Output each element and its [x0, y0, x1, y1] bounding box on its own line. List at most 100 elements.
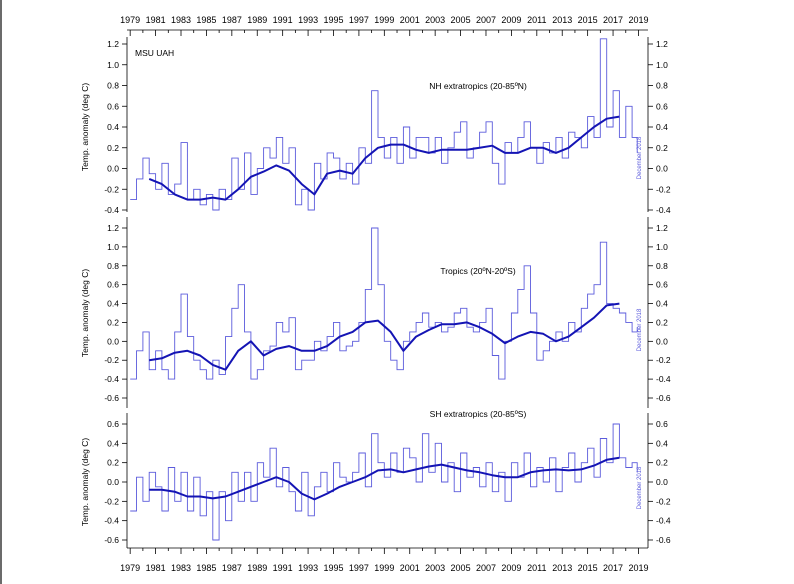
series-monthly-line [130, 227, 638, 380]
y-tick-label-right: 0.6 [656, 419, 668, 429]
x-tick-label-top: 1983 [171, 15, 191, 25]
y-tick-label-left: -0.4 [104, 374, 119, 384]
y-tick-label-left: 0.0 [107, 477, 119, 487]
y-tick-label-right: -0.4 [656, 374, 671, 384]
y-tick-label-right: 0.2 [656, 143, 668, 153]
y-tick-label-right: 1.2 [656, 223, 668, 233]
x-tick-label-bottom: 1989 [247, 563, 267, 573]
y-tick-label-right: 0.6 [656, 280, 668, 290]
y-tick-label-left: 1.2 [107, 39, 119, 49]
y-tick-label-right: 1.2 [656, 39, 668, 49]
x-tick-label-top: 1993 [298, 15, 318, 25]
y-tick-label-right: 0.6 [656, 101, 668, 111]
chart-panel-2: -0.6 -0.6 -0.4 -0.4 -0.2 -0.2 0.0 0.0 0.2 0.2 0.4 0… [80, 217, 671, 408]
x-tick-label-bottom: 1997 [349, 563, 369, 573]
y-tick-label-right: 1.0 [656, 242, 668, 252]
y-tick-label-right: -0.2 [656, 496, 671, 506]
x-tick-label-bottom: 1985 [196, 563, 216, 573]
x-tick-label-top: 1991 [273, 15, 293, 25]
x-tick-label-top: 2001 [400, 15, 420, 25]
y-axis-label: Temp. anomaly (deg C) [80, 438, 90, 527]
x-tick-label-bottom: 1995 [323, 563, 343, 573]
y-tick-label-right: 0.0 [656, 336, 668, 346]
y-tick-label-left: 0.6 [107, 280, 119, 290]
y-tick-label-right: 0.2 [656, 317, 668, 327]
x-tick-label-bottom: 2019 [628, 563, 648, 573]
y-axis-label: Temp. anomaly (deg C) [80, 83, 90, 172]
y-tick-label-left: 0.0 [107, 336, 119, 346]
series-monthly-line [130, 423, 638, 541]
x-tick-label-top: 2009 [501, 15, 521, 25]
x-tick-label-bottom: 2007 [476, 563, 496, 573]
y-tick-label-right: 0.4 [656, 438, 668, 448]
x-tick-label-top: 1989 [247, 15, 267, 25]
y-axis-label: Temp. anomaly (deg C) [80, 269, 90, 358]
y-tick-label-right: -0.4 [656, 516, 671, 526]
series-smoothed-line [149, 302, 620, 371]
y-tick-label-right: 0.8 [656, 261, 668, 271]
x-tick-label-top: 1985 [196, 15, 216, 25]
x-tick-label-bottom: 1999 [374, 563, 394, 573]
x-tick-label-bottom: 2003 [425, 563, 445, 573]
x-tick-label-top: 1979 [120, 15, 140, 25]
x-tick-label-bottom: 1983 [171, 563, 191, 573]
y-tick-label-left: 1.0 [107, 242, 119, 252]
date-stamp: December 2018 [637, 466, 643, 509]
x-tick-label-top: 2017 [603, 15, 623, 25]
panel-title: NH extratropics (20-85ºN) [429, 81, 527, 91]
date-stamp: December 2018 [637, 308, 643, 351]
y-tick-label-right: -0.2 [656, 355, 671, 365]
y-tick-label-left: 0.8 [107, 261, 119, 271]
y-tick-label-left: -0.6 [104, 535, 119, 545]
source-label: MSU UAH [135, 48, 174, 58]
y-tick-label-left: 1.0 [107, 60, 119, 70]
x-tick-label-top: 1995 [323, 15, 343, 25]
x-tick-label-bottom: 2001 [400, 563, 420, 573]
y-tick-label-right: -0.6 [656, 535, 671, 545]
panel-title: SH extratropics (20-85ºS) [430, 409, 527, 419]
y-tick-label-left: 0.2 [107, 458, 119, 468]
window-left-border [0, 0, 2, 584]
date-stamp: December 2018 [637, 136, 643, 179]
x-tick-label-top: 2005 [451, 15, 471, 25]
x-tick-label-bottom: 2005 [451, 563, 471, 573]
y-tick-label-left: 0.8 [107, 81, 119, 91]
y-tick-label-left: -0.4 [104, 516, 119, 526]
y-tick-label-left: -0.4 [104, 205, 119, 215]
chart-panel-3: -0.6 -0.6 -0.4 -0.4 -0.2 -0.2 0.0 0.0 0.2 0.2 0.4 0… [80, 409, 671, 548]
x-tick-label-bottom: 1987 [222, 563, 242, 573]
y-tick-label-left: -0.2 [104, 496, 119, 506]
series-smoothed-line [148, 115, 620, 201]
x-tick-label-top: 1999 [374, 15, 394, 25]
y-tick-label-left: 0.4 [107, 438, 119, 448]
y-tick-label-left: 0.6 [107, 101, 119, 111]
y-tick-label-left: 0.0 [107, 164, 119, 174]
x-tick-label-top: 2007 [476, 15, 496, 25]
y-tick-label-left: -0.2 [104, 355, 119, 365]
x-tick-label-bottom: 1981 [146, 563, 166, 573]
y-tick-label-right: 0.4 [656, 299, 668, 309]
y-tick-label-left: 0.2 [107, 317, 119, 327]
x-tick-label-bottom: 1993 [298, 563, 318, 573]
x-tick-label-bottom: 2015 [578, 563, 598, 573]
series-monthly-line [130, 38, 638, 211]
x-tick-label-top: 1987 [222, 15, 242, 25]
x-tick-label-bottom: 2013 [552, 563, 572, 573]
x-tick-label-top: 2003 [425, 15, 445, 25]
x-tick-label-bottom: 1979 [120, 563, 140, 573]
x-tick-label-bottom: 1991 [273, 563, 293, 573]
x-tick-label-bottom: 2011 [527, 563, 546, 573]
y-tick-label-right: 0.4 [656, 122, 668, 132]
y-tick-label-right: 0.0 [656, 164, 668, 174]
y-tick-label-right: 0.0 [656, 477, 668, 487]
series-smoothed-line [149, 456, 620, 501]
y-tick-label-right: 0.8 [656, 81, 668, 91]
y-tick-label-left: -0.6 [104, 393, 119, 403]
y-tick-label-left: -0.2 [104, 184, 119, 194]
y-tick-label-right: -0.4 [656, 205, 671, 215]
y-tick-label-left: 1.2 [107, 223, 119, 233]
x-tick-label-top: 2013 [552, 15, 572, 25]
panel-title: Tropics (20ºN-20ºS) [440, 266, 515, 276]
x-tick-label-top: 1997 [349, 15, 369, 25]
